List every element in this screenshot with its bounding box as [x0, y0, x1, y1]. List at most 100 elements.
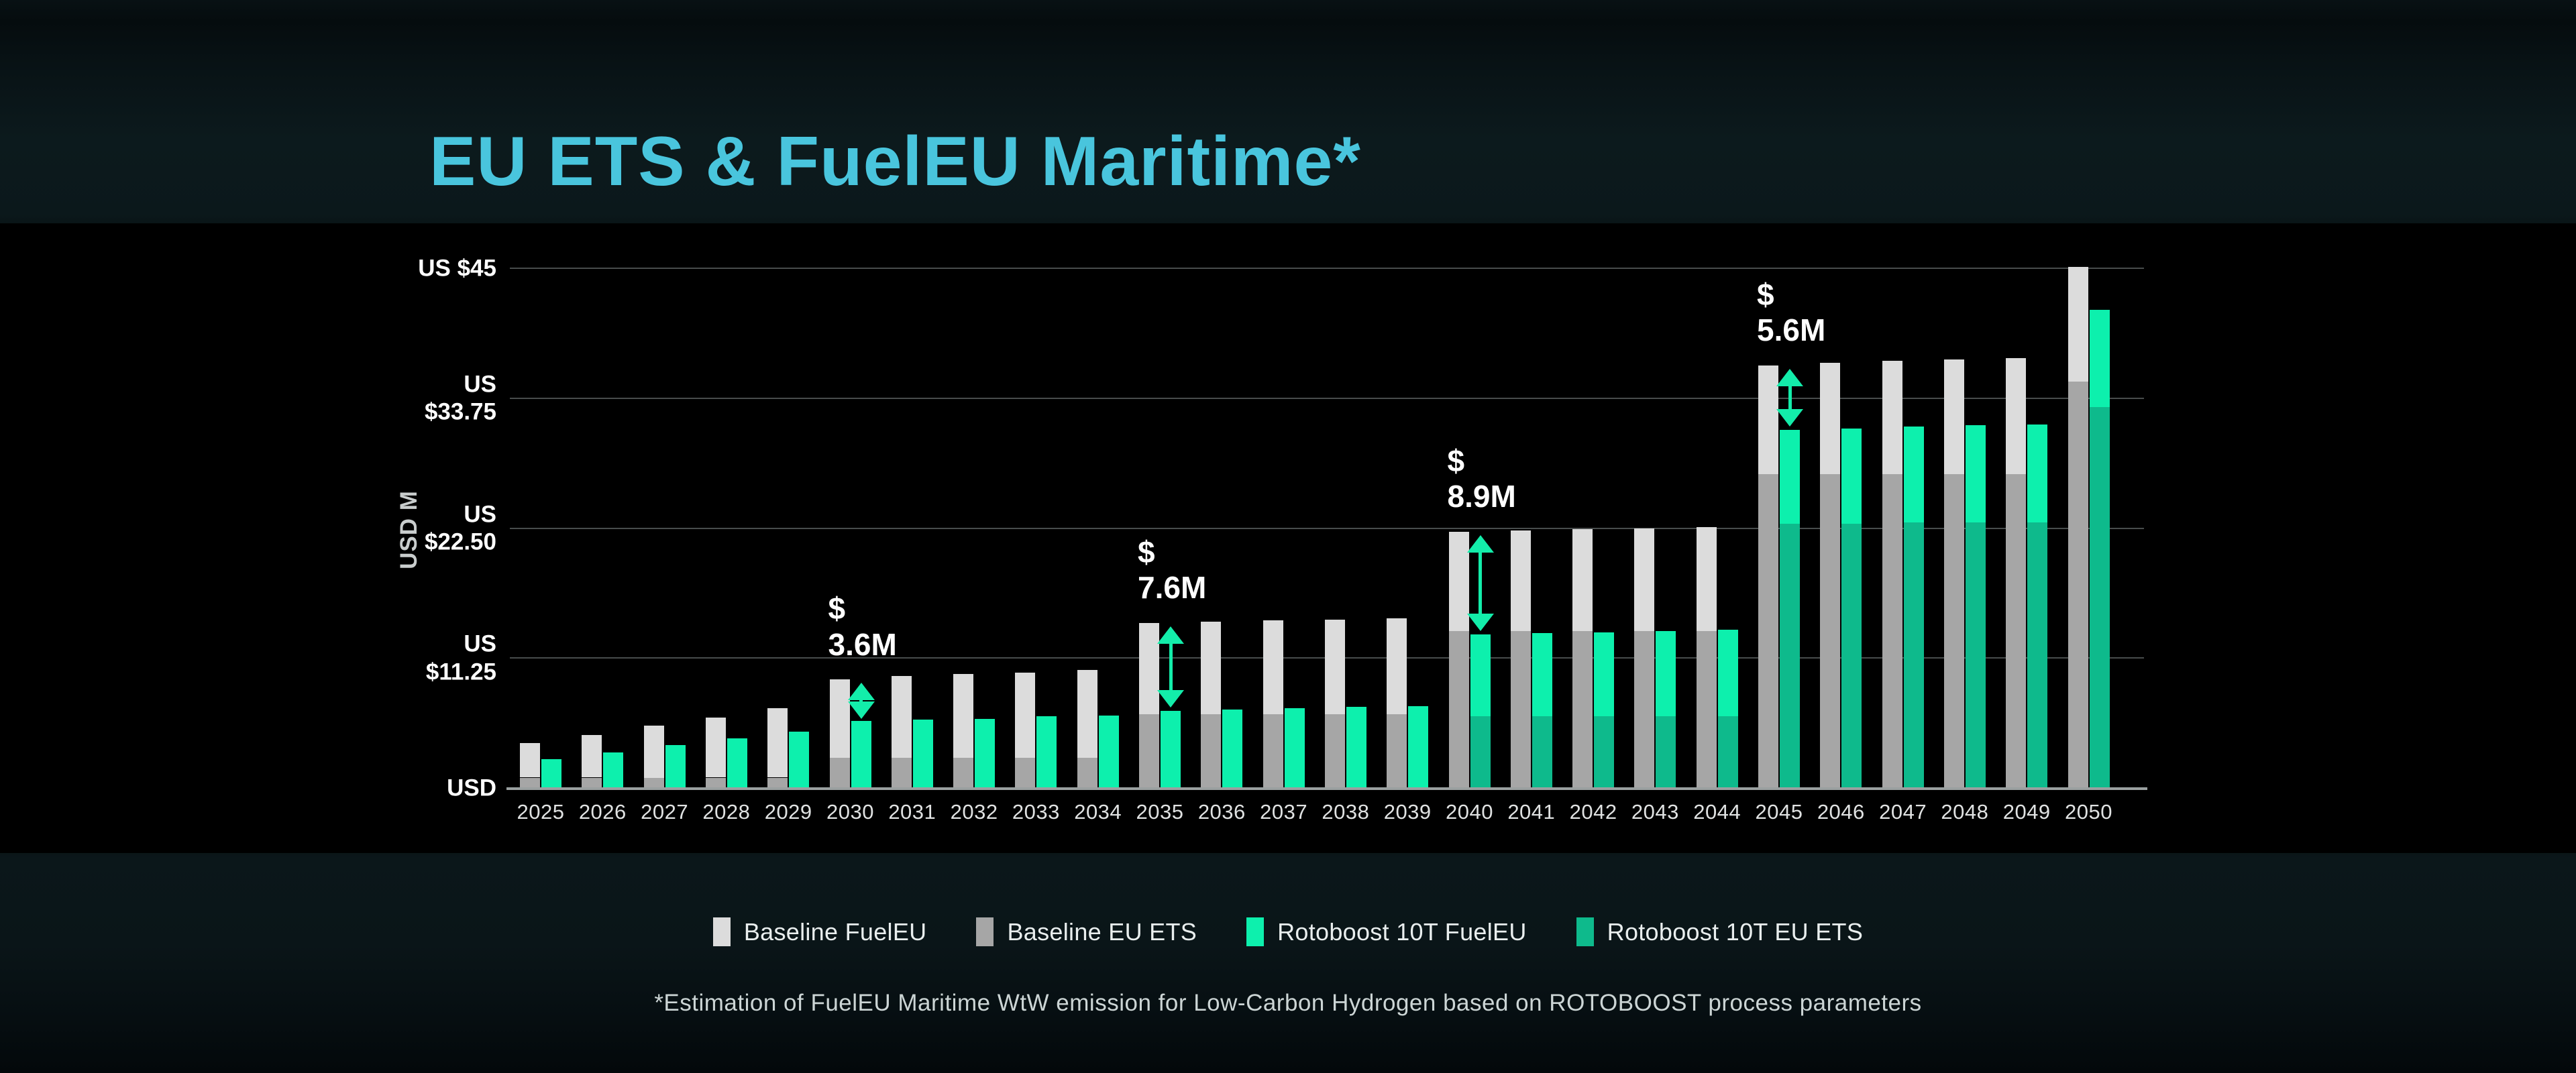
- legend-label: Rotoboost 10T EU ETS: [1607, 917, 1864, 946]
- bar-rotoboost-fueleu-2034: [1098, 715, 1119, 788]
- bar-baseline-fueleu-2040: [1448, 531, 1469, 631]
- bar-baseline-euets-2030: [829, 758, 850, 788]
- bar-baseline-fueleu-2026: [582, 734, 602, 778]
- bar-rotoboost-euets-2041: [1532, 716, 1552, 788]
- bar-baseline-euets-2039: [1387, 714, 1407, 788]
- bar-baseline-euets-2035: [1139, 714, 1159, 788]
- x-tick-label-2047: 2047: [1879, 800, 1927, 824]
- savings-arrow-2035: [1157, 626, 1184, 708]
- x-tick-label-2034: 2034: [1074, 800, 1122, 824]
- bar-rotoboost-fueleu-2042: [1594, 632, 1615, 717]
- bar-rotoboost-euets-2050: [2089, 406, 2110, 788]
- arrow-head-up-icon: [1776, 368, 1803, 386]
- bar-rotoboost-fueleu-2041: [1532, 633, 1552, 717]
- savings-arrow-2040: [1466, 534, 1494, 631]
- bar-rotoboost-fueleu-2046: [1841, 429, 1862, 524]
- bar-rotoboost-fueleu-2045: [1780, 430, 1800, 524]
- bar-baseline-fueleu-2045: [1758, 365, 1778, 474]
- bar-baseline-fueleu-2025: [520, 742, 540, 778]
- x-tick-label-2028: 2028: [702, 800, 751, 824]
- x-tick-label-2040: 2040: [1446, 800, 1493, 824]
- bar-rotoboost-fueleu-2040: [1470, 634, 1491, 717]
- bar-baseline-fueleu-2050: [2068, 267, 2088, 382]
- arrow-head-up-icon: [1157, 626, 1184, 644]
- chart-legend: Baseline FuelEU Baseline EU ETS Rotoboost …: [0, 917, 2576, 946]
- x-axis-line: [506, 787, 2147, 790]
- bar-baseline-euets-2026: [582, 777, 602, 788]
- bar-rotoboost-fueleu-2036: [1222, 709, 1243, 788]
- gridline-45: [510, 268, 2144, 269]
- legend-label: Baseline EU ETS: [1007, 917, 1197, 946]
- bar-baseline-euets-2040: [1448, 630, 1469, 788]
- bar-baseline-euets-2043: [1634, 630, 1655, 788]
- x-tick-label-2036: 2036: [1197, 800, 1246, 824]
- bar-baseline-fueleu-2043: [1634, 528, 1655, 631]
- bar-rotoboost-fueleu-2032: [975, 718, 996, 788]
- arrow-head-down-icon: [847, 701, 875, 720]
- savings-arrow-2045: [1776, 368, 1803, 427]
- bar-baseline-euets-2031: [891, 758, 912, 788]
- savings-label-2030: $ 3.6M: [828, 591, 897, 662]
- bar-rotoboost-euets-2044: [1717, 716, 1738, 788]
- bar-baseline-fueleu-2049: [2006, 358, 2027, 474]
- bar-baseline-euets-2033: [1015, 758, 1036, 788]
- y-tick-label: US $45: [418, 255, 496, 282]
- bar-baseline-fueleu-2037: [1263, 620, 1283, 714]
- y-tick-label: US $11.25: [425, 630, 496, 685]
- x-tick-label-2048: 2048: [1941, 800, 1989, 824]
- arrow-head-down-icon: [1776, 409, 1803, 427]
- bar-baseline-euets-2036: [1201, 714, 1222, 788]
- bar-baseline-euets-2044: [1696, 630, 1717, 788]
- bar-rotoboost-fueleu-2044: [1717, 630, 1738, 717]
- bar-baseline-fueleu-2047: [1882, 360, 1902, 474]
- savings-label-2045: $ 5.6M: [1757, 276, 1826, 348]
- bar-baseline-fueleu-2042: [1572, 529, 1593, 631]
- bar-baseline-fueleu-2033: [1015, 672, 1036, 758]
- savings-label-2035: $ 7.6M: [1138, 534, 1207, 606]
- x-tick-label-2039: 2039: [1383, 800, 1432, 824]
- bar-baseline-euets-2047: [1882, 473, 1902, 788]
- y-tick-label: US $33.75: [424, 371, 496, 425]
- legend-item-3: Rotoboost 10T EU ETS: [1576, 917, 1864, 946]
- x-tick-label-2032: 2032: [950, 800, 998, 824]
- bar-rotoboost-fueleu-2031: [912, 720, 933, 788]
- bar-rotoboost-fueleu-2029: [789, 731, 810, 788]
- bar-baseline-fueleu-2031: [891, 675, 912, 758]
- page-title: EU ETS & FuelEU Maritime*: [429, 122, 1361, 201]
- bar-baseline-euets-2042: [1572, 630, 1593, 788]
- x-tick-label-2044: 2044: [1693, 800, 1741, 824]
- bar-baseline-euets-2034: [1077, 758, 1097, 788]
- bar-rotoboost-fueleu-2049: [2027, 424, 2048, 522]
- bar-rotoboost-fueleu-2027: [665, 745, 686, 788]
- bar-rotoboost-euets-2047: [1903, 522, 1924, 788]
- bar-rotoboost-euets-2045: [1780, 523, 1800, 788]
- bar-baseline-fueleu-2035: [1139, 622, 1159, 714]
- bar-baseline-fueleu-2029: [767, 708, 788, 778]
- x-tick-label-2046: 2046: [1817, 800, 1865, 824]
- bar-baseline-euets-2037: [1263, 714, 1283, 788]
- bar-baseline-euets-2050: [2068, 381, 2088, 788]
- bar-baseline-euets-2046: [1820, 473, 1841, 788]
- bar-rotoboost-fueleu-2038: [1346, 707, 1366, 788]
- arrow-head-up-icon: [1466, 534, 1494, 553]
- legend-swatch-icon: [976, 917, 994, 946]
- x-tick-label-2030: 2030: [826, 800, 874, 824]
- bar-rotoboost-euets-2040: [1470, 716, 1491, 788]
- bar-baseline-fueleu-2048: [1943, 359, 1964, 474]
- arrow-head-down-icon: [1157, 689, 1184, 708]
- arrow-shaft: [859, 700, 863, 702]
- x-tick-label-2041: 2041: [1507, 800, 1556, 824]
- x-tick-label-2049: 2049: [2002, 800, 2051, 824]
- bar-baseline-fueleu-2028: [705, 717, 726, 778]
- x-tick-label-2038: 2038: [1322, 800, 1370, 824]
- bar-baseline-fueleu-2038: [1324, 619, 1345, 714]
- bar-baseline-fueleu-2034: [1077, 670, 1097, 758]
- gridline-33.75: [510, 397, 2144, 399]
- x-tick-label-2042: 2042: [1569, 800, 1617, 824]
- legend-swatch-icon: [1246, 917, 1265, 946]
- x-tick-label-2045: 2045: [1755, 800, 1803, 824]
- x-tick-label-2025: 2025: [517, 800, 565, 824]
- arrow-head-up-icon: [847, 683, 875, 701]
- bar-baseline-fueleu-2039: [1387, 618, 1407, 714]
